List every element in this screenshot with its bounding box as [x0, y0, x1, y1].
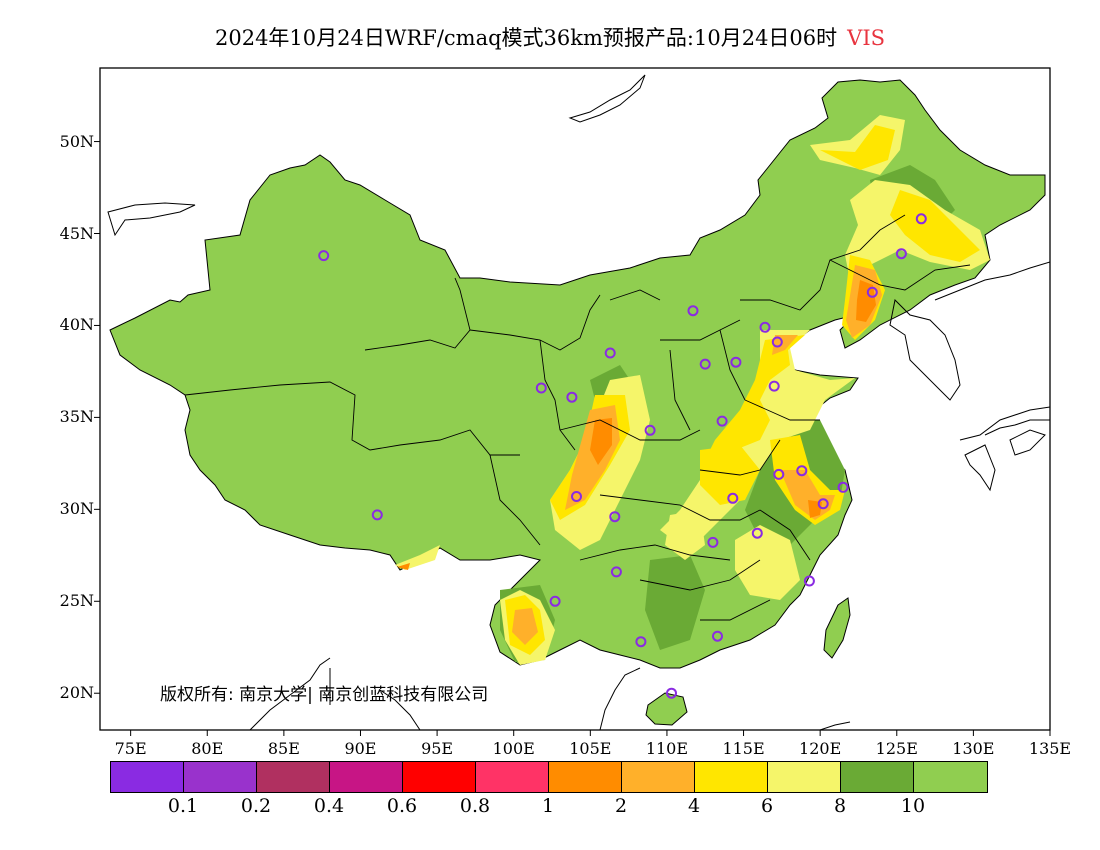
title-main: 2024年10月24日WRF/cmaq模式36km预报产品:10月24日06时 [214, 26, 838, 50]
station-marker [866, 286, 878, 298]
station-marker [318, 250, 330, 262]
station-marker [644, 424, 656, 436]
legend-swatch [841, 762, 914, 792]
station-marker [610, 566, 622, 578]
lon-label: 100E [492, 739, 535, 758]
neighbour-coastlines [107, 74, 1050, 730]
station-marker [371, 509, 383, 521]
title-variable: VIS [847, 26, 886, 50]
station-marker [759, 321, 771, 333]
legend-swatch [403, 762, 476, 792]
station-marker [895, 248, 907, 260]
station-marker [707, 536, 719, 548]
station-marker [635, 636, 647, 648]
station-marker [803, 575, 815, 587]
lat-label: 30N [59, 499, 94, 519]
legend-label: 0.6 [386, 795, 418, 817]
station-marker [727, 492, 739, 504]
legend-swatch [476, 762, 549, 792]
lon-label: 130E [952, 739, 995, 758]
legend-label: 6 [760, 795, 774, 817]
lat-label: 20N [59, 683, 94, 703]
legend-label: 8 [833, 795, 847, 817]
lon-label: 120E [799, 739, 842, 758]
station-marker [712, 630, 723, 642]
hainan-island [645, 692, 688, 726]
lat-label: 40N [59, 315, 94, 335]
station-marker [837, 481, 849, 493]
station-marker [609, 511, 621, 523]
legend-label: 0.1 [167, 795, 199, 817]
station-marker [604, 347, 616, 359]
legend-swatch [111, 762, 184, 792]
lat-label: 45N [59, 223, 94, 243]
color-legend [110, 761, 988, 793]
legend-swatch [622, 762, 695, 792]
station-marker [535, 382, 547, 394]
lon-label: 110E [645, 739, 689, 758]
lon-label: 85E [267, 739, 300, 758]
station-marker [549, 595, 561, 607]
station-marker [571, 491, 582, 502]
taiwan-island [823, 597, 851, 659]
lat-label: 50N [59, 131, 94, 151]
station-marker [773, 468, 785, 480]
legend-swatch [257, 762, 330, 792]
legend-label: 1 [541, 795, 555, 817]
legend-swatch [184, 762, 257, 792]
axis-ticks [94, 141, 1051, 736]
copyright-notice: 版权所有: 南京大学| 南京创蓝科技有限公司 [160, 685, 489, 705]
lon-label: 115E [722, 739, 765, 758]
lon-label: 135E [1028, 739, 1072, 758]
station-marker [768, 380, 780, 392]
station-marker [566, 391, 578, 403]
station-marker [666, 687, 677, 699]
lon-label: 80E [191, 739, 224, 758]
visibility-contours [395, 115, 990, 665]
legend-swatch [695, 762, 768, 792]
station-marker [687, 305, 699, 317]
legend-label: 0.8 [459, 795, 491, 817]
lon-label: 90E [344, 739, 377, 758]
station-marker [771, 336, 783, 348]
map-frame-border [99, 67, 1051, 731]
legend-swatch [768, 762, 841, 792]
legend-swatch [549, 762, 622, 792]
legend-swatch [914, 762, 987, 792]
lat-label: 25N [59, 591, 94, 611]
legend-label: 4 [687, 795, 701, 817]
station-marker [716, 415, 728, 427]
lat-label: 35N [59, 407, 94, 427]
legend-label: 0.4 [313, 795, 345, 817]
station-marker [817, 498, 829, 510]
station-marker [796, 465, 808, 477]
station-marker [730, 356, 742, 368]
lon-label: 105E [569, 739, 612, 758]
legend-swatch [330, 762, 403, 792]
lon-label: 125E [875, 739, 918, 758]
legend-label: 0.2 [240, 795, 272, 817]
legend-label: 10 [900, 795, 926, 817]
station-marker [751, 527, 763, 539]
map-title: 2024年10月24日WRF/cmaq模式36km预报产品:10月24日06时 V… [0, 22, 1100, 52]
station-marker [699, 358, 711, 370]
province-boundaries [184, 214, 971, 621]
station-markers [318, 213, 927, 699]
lon-label: 95E [421, 739, 454, 758]
lon-label: 75E [114, 739, 147, 758]
legend-label: 2 [614, 795, 628, 817]
station-marker [915, 213, 927, 225]
